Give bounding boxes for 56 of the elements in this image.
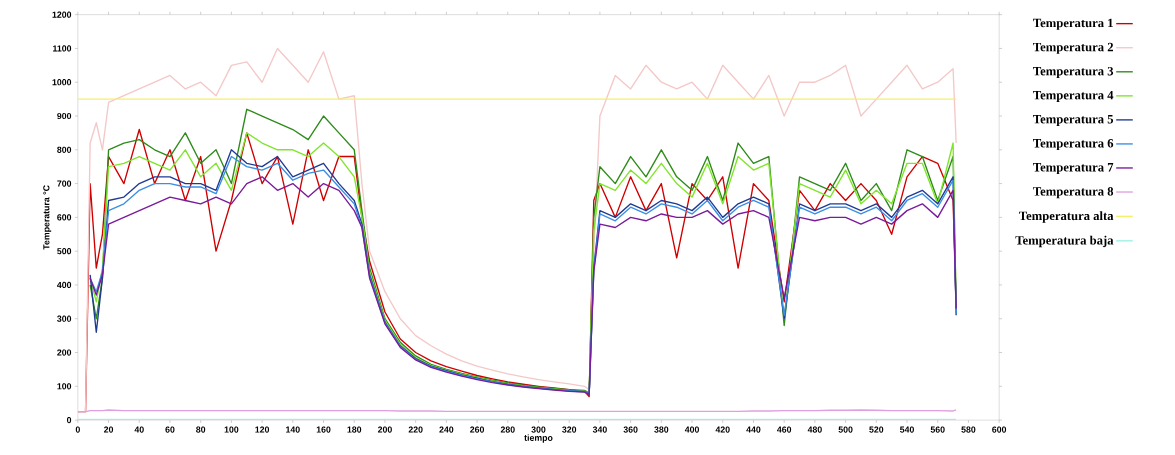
x-tick-label: 160 xyxy=(316,426,331,433)
x-tick-label: 500 xyxy=(838,426,853,433)
x-tick-label: 300 xyxy=(531,426,546,433)
y-tick-label: 500 xyxy=(57,247,72,255)
x-tick-label: 360 xyxy=(623,426,638,433)
x-axis-title: tiempo xyxy=(524,434,553,443)
y-axis-title: Temperatura °C xyxy=(43,185,52,250)
y-tick-label: 300 xyxy=(57,315,72,322)
legend-label: Temperatura 7 xyxy=(1033,162,1114,174)
legend-label: Temperatura 1 xyxy=(1033,18,1113,30)
legend-label: Temperatura 2 xyxy=(1033,42,1114,54)
x-tick-label: 460 xyxy=(777,426,792,433)
x-tick-label: 480 xyxy=(807,426,822,433)
x-tick-label: 560 xyxy=(930,426,945,433)
y-tick-label: 1100 xyxy=(53,45,72,52)
y-tick-label: 200 xyxy=(57,349,72,356)
x-tick-label: 120 xyxy=(255,426,270,433)
x-tick-label: 280 xyxy=(500,426,515,433)
y-tick-label: 1200 xyxy=(52,11,72,18)
x-tick-label: 260 xyxy=(470,426,485,433)
legend-label: Temperatura 4 xyxy=(1033,90,1114,102)
legend-label: Temperatura 5 xyxy=(1033,114,1114,126)
x-tick-label: 200 xyxy=(377,426,392,433)
x-tick-label: 340 xyxy=(592,426,607,433)
x-tick-label: 140 xyxy=(286,426,300,433)
y-tick-label: 400 xyxy=(57,281,72,288)
x-tick-label: 100 xyxy=(224,426,239,433)
x-tick-label: 80 xyxy=(196,426,206,433)
y-tick-label: 900 xyxy=(57,112,72,119)
y-tick-label: 0 xyxy=(66,416,72,424)
legend-label: Temperatura 8 xyxy=(1033,186,1114,199)
x-tick-label: 420 xyxy=(715,426,730,433)
x-tick-label: 600 xyxy=(992,426,1007,433)
x-tick-label: 220 xyxy=(408,426,423,433)
x-tick-label: 240 xyxy=(439,426,454,433)
y-tick-label: 800 xyxy=(57,146,72,153)
y-tick-label: 100 xyxy=(57,383,72,390)
x-tick-label: 540 xyxy=(899,426,914,433)
x-tick-label: 440 xyxy=(746,426,761,433)
x-tick-label: 320 xyxy=(562,426,577,433)
y-tick-label: 700 xyxy=(57,180,72,187)
x-tick-label: 380 xyxy=(654,426,669,433)
x-tick-label: 20 xyxy=(104,426,114,433)
y-tick-label: 1000 xyxy=(52,78,72,86)
x-tick-label: 520 xyxy=(869,426,884,433)
x-tick-label: 180 xyxy=(347,426,362,433)
legend-label: Temperatura alta xyxy=(1018,211,1114,223)
legend-label: Temperatura 3 xyxy=(1033,66,1114,78)
x-tick-label: 40 xyxy=(134,426,144,433)
y-tick-label: 600 xyxy=(57,214,72,221)
legend-label: Temperatura 6 xyxy=(1033,138,1114,150)
x-tick-label: 400 xyxy=(684,426,699,433)
x-tick-label: 60 xyxy=(165,426,175,433)
x-tick-label: 0 xyxy=(75,426,80,433)
x-tick-label: 580 xyxy=(961,426,976,433)
legend-label: Temperatura baja xyxy=(1015,235,1114,248)
